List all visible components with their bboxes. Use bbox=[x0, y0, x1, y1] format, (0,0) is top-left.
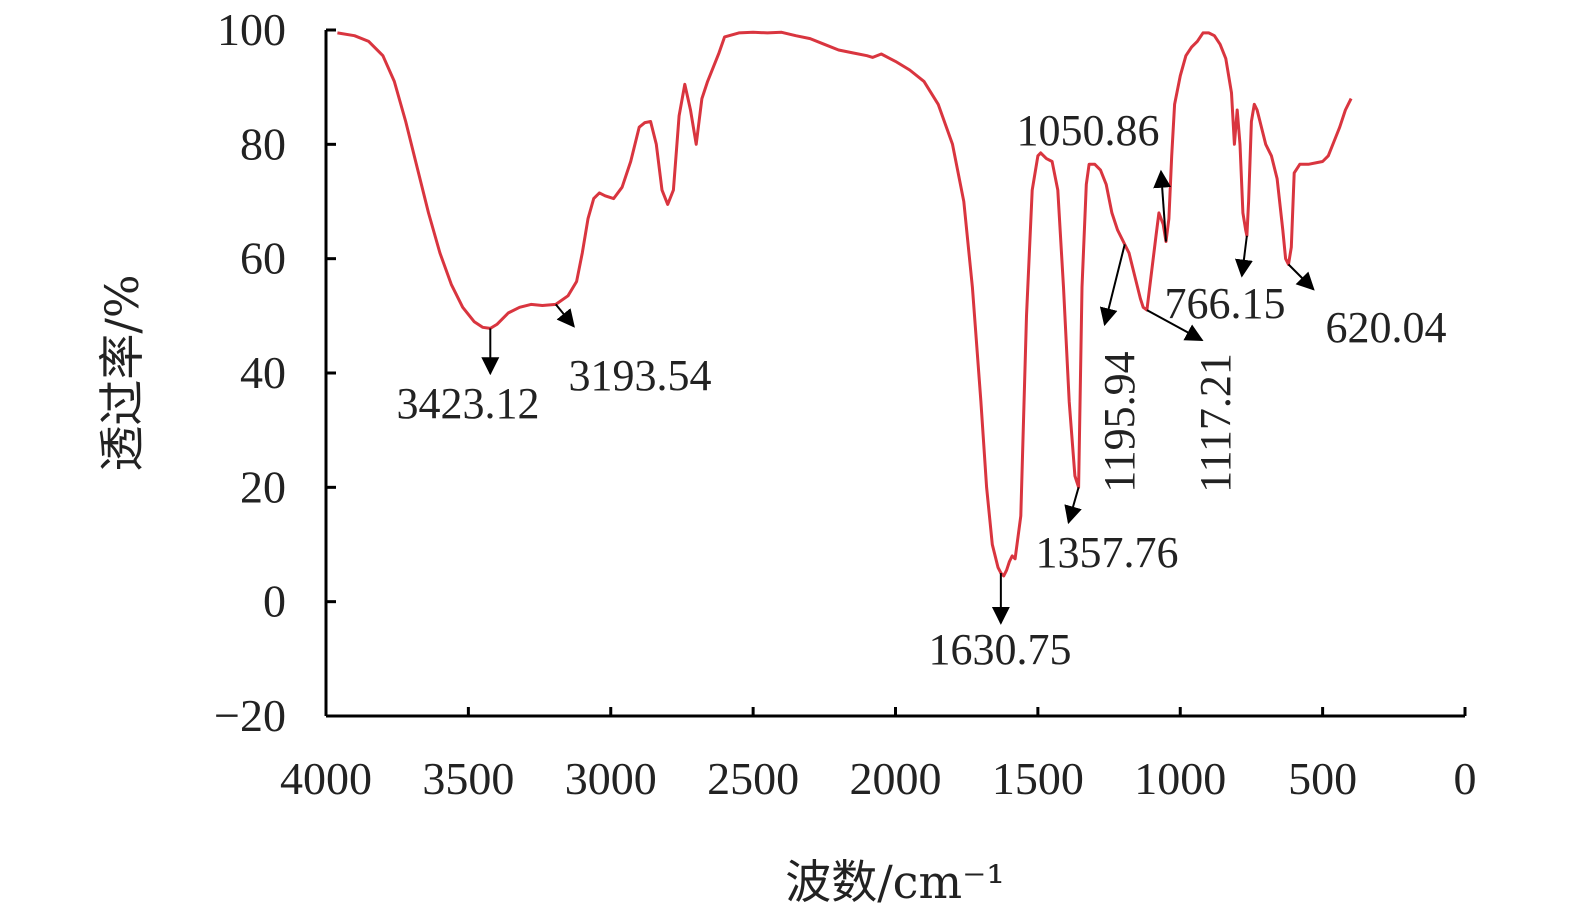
peak-annotation: 1050.86 bbox=[1017, 106, 1172, 242]
annotation-label: 3423.12 bbox=[397, 379, 540, 428]
annotation-label: 1050.86 bbox=[1017, 106, 1160, 155]
x-tick-label: 3500 bbox=[422, 753, 514, 804]
peak-annotation: 620.04 bbox=[1287, 263, 1447, 352]
y-tick-label: 60 bbox=[240, 233, 286, 284]
annotation-label: 3193.54 bbox=[569, 351, 712, 400]
y-tick-label: −20 bbox=[214, 690, 286, 741]
peak-annotation: 1195.94 bbox=[1095, 244, 1144, 493]
y-tick-label: 80 bbox=[240, 118, 286, 169]
peak-annotation: 766.15 bbox=[1165, 235, 1286, 328]
peak-annotation: 3423.12 bbox=[397, 328, 540, 428]
y-axis-ticks: 100 80 60 40 20 0 −20 bbox=[214, 4, 336, 741]
annotation-arrow bbox=[1234, 235, 1253, 278]
x-tick-label: 3000 bbox=[565, 753, 657, 804]
y-tick-label: 0 bbox=[263, 576, 286, 627]
x-axis-ticks: 4000 3500 3000 2500 2000 1500 1000 500 0 bbox=[280, 707, 1477, 804]
annotation-arrow bbox=[1153, 169, 1172, 242]
plot-area bbox=[337, 30, 1353, 578]
annotation-arrow bbox=[1099, 244, 1126, 327]
axes bbox=[324, 30, 1465, 718]
x-tick-label: 2000 bbox=[850, 753, 942, 804]
annotation-label: 766.15 bbox=[1165, 279, 1286, 328]
annotation-label: 620.04 bbox=[1326, 303, 1447, 352]
peak-annotations: 3423.12 3193.54 1630.75 1357.76 1195.94 1117.… bbox=[397, 106, 1447, 674]
annotation-label: 1117.21 bbox=[1191, 353, 1240, 493]
x-tick-label: 1500 bbox=[992, 753, 1084, 804]
peak-annotation: 1630.75 bbox=[929, 573, 1072, 674]
transmittance-curve bbox=[337, 30, 1353, 578]
annotation-arrow bbox=[1287, 263, 1315, 291]
annotation-arrow bbox=[1146, 309, 1204, 341]
y-tick-label: 40 bbox=[240, 347, 286, 398]
y-tick-label: 100 bbox=[217, 4, 286, 55]
x-tick-label: 2500 bbox=[707, 753, 799, 804]
annotation-arrow bbox=[555, 303, 575, 328]
annotation-label: 1357.76 bbox=[1036, 528, 1179, 577]
peak-annotation: 1117.21 bbox=[1146, 309, 1240, 493]
x-tick-label: 0 bbox=[1454, 753, 1477, 804]
x-axis-title: 波数/cm⁻¹ bbox=[785, 855, 1005, 909]
annotation-label: 1195.94 bbox=[1095, 351, 1144, 492]
annotation-label: 1630.75 bbox=[929, 625, 1072, 674]
x-tick-label: 500 bbox=[1288, 753, 1357, 804]
x-tick-label: 1000 bbox=[1134, 753, 1226, 804]
y-axis-title: 透过率/% bbox=[95, 274, 149, 471]
y-tick-label: 20 bbox=[240, 461, 286, 512]
x-tick-label: 4000 bbox=[280, 753, 372, 804]
annotation-arrow bbox=[1064, 487, 1082, 525]
peak-annotation: 3193.54 bbox=[555, 303, 712, 400]
peak-annotation: 1357.76 bbox=[1036, 487, 1179, 577]
